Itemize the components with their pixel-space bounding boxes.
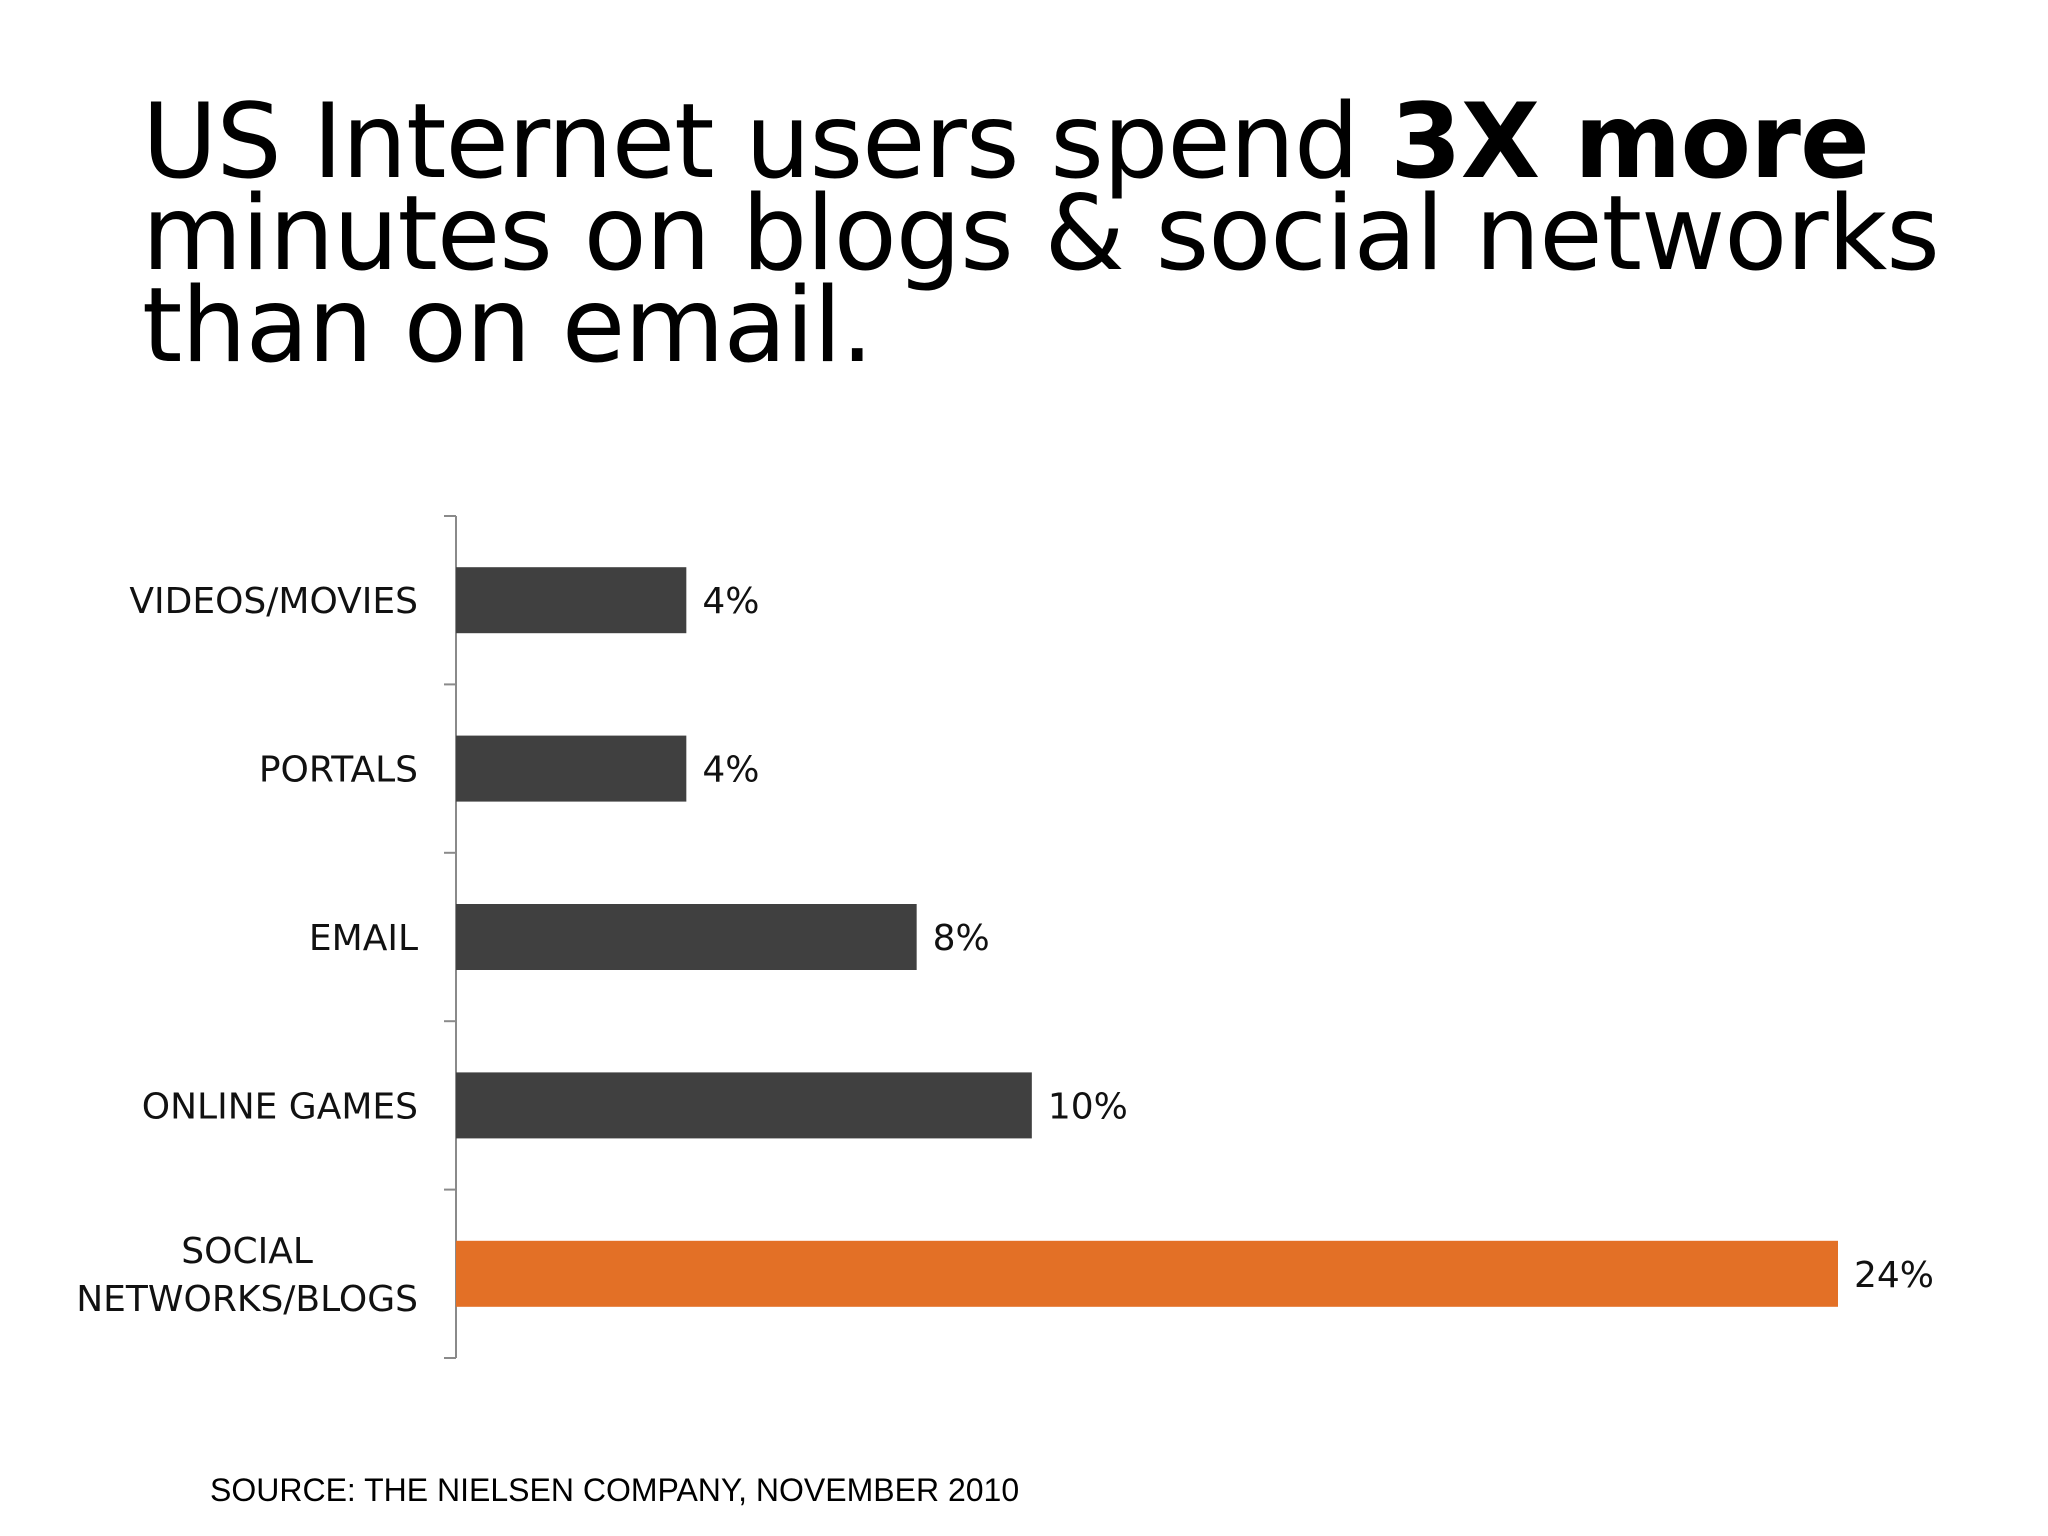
bar-1: [456, 735, 687, 802]
value-label-0: 4%: [702, 581, 759, 622]
bar-0: [456, 567, 687, 634]
source-note: SOURCE: THE NIELSEN COMPANY, NOVEMBER 20…: [210, 1472, 1020, 1508]
value-label-4: 24%: [1854, 1255, 1934, 1296]
category-label-line: NETWORKS/BLOGS: [76, 1279, 418, 1320]
value-label-3: 10%: [1048, 1086, 1128, 1127]
category-label-0: VIDEOS/MOVIES: [129, 581, 418, 622]
headline-part2: minutes on blogs & social networks than …: [142, 174, 1940, 386]
value-labels: 4% 4% 8% 10% 24%: [702, 581, 1934, 1296]
bar-2: [456, 904, 917, 970]
bar-3: [456, 1072, 1032, 1139]
bars: [456, 567, 1838, 1307]
category-label-line: SOCIAL: [181, 1231, 313, 1272]
headline-emphasis: 3X more: [1390, 82, 1870, 202]
value-label-2: 8%: [933, 918, 990, 959]
bar-4: [456, 1240, 1838, 1307]
headline-part1: US Internet users spend: [142, 82, 1391, 202]
value-label-1: 4%: [702, 750, 759, 791]
category-label-3: ONLINE GAMES: [142, 1086, 418, 1127]
headline: US Internet users spend 3X more minutes …: [142, 91, 2002, 378]
category-label-4: SOCIAL NETWORKS/BLOGS: [76, 1231, 418, 1320]
category-label-1: PORTALS: [259, 750, 418, 791]
category-labels: VIDEOS/MOVIES PORTALS EMAIL ONLINE GAMES SOC…: [76, 581, 418, 1320]
category-label-2: EMAIL: [309, 918, 418, 959]
category-axis: [444, 515, 457, 1359]
